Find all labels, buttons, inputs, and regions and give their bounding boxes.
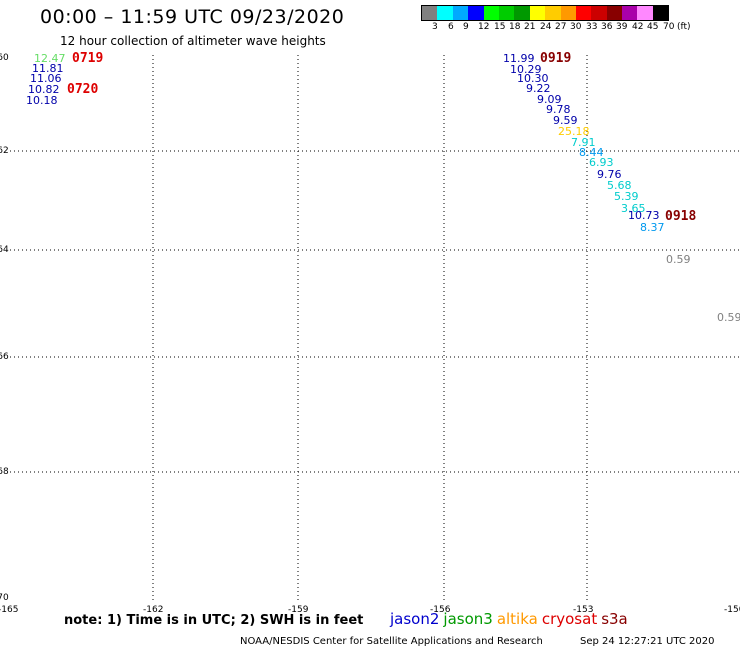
credit-line: NOAA/NESDIS Center for Satellite Applica… (240, 636, 543, 647)
latitude-label: -62 (0, 146, 9, 156)
axis-tick-labels: -60 -62 -64 -66 -68 -70 -165 -162 -159 -156 -153 -1… (0, 53, 740, 615)
color-scale-label: 30 (570, 22, 582, 32)
color-swatch (468, 6, 484, 20)
longitude-label: -162 (143, 605, 163, 615)
page-title: 00:00 – 11:59 UTC 09/23/2020 (40, 6, 345, 28)
wave-height-value: 5.68 (607, 179, 632, 192)
color-swatch (437, 6, 453, 20)
color-swatch (529, 6, 546, 20)
satellite-legend-item: jason3 (443, 610, 493, 628)
wave-height-value: 7.91 (571, 136, 596, 149)
longitude-label: -165 (0, 605, 18, 615)
satellite-legend-item: cryosat (541, 610, 598, 628)
wave-height-value: 10.18 (26, 94, 58, 107)
wave-height-value: 3.65 (621, 202, 646, 215)
color-swatch (422, 6, 438, 20)
wave-height-value: 9.09 (537, 93, 562, 106)
wave-height-value: 6.93 (589, 156, 614, 169)
wave-height-value: 10.29 (510, 63, 542, 76)
color-scale-label: 6 (448, 22, 454, 32)
pass-time-label: 0918 (665, 209, 696, 224)
color-swatch (498, 6, 515, 20)
color-swatch (560, 6, 576, 20)
wave-height-value: 25.18 (558, 125, 590, 138)
wave-height-value: 11.81 (32, 62, 64, 75)
color-scale-label: 36 (601, 22, 613, 32)
page-subtitle: 12 hour collection of altimeter wave hei… (60, 34, 326, 48)
wave-height-value: 9.78 (546, 103, 571, 116)
color-swatch (637, 6, 653, 20)
satellite-legend: jason2 jason3 altika cryosat s3a (390, 610, 632, 628)
longitude-label: -153 (573, 605, 593, 615)
pass-time-label: 0719 (72, 51, 103, 66)
longitude-label: -150 (724, 605, 740, 615)
color-scale-label: 24 (540, 22, 552, 32)
satellite-legend-item: altika (496, 610, 538, 628)
wave-height-value: 9.59 (553, 114, 578, 127)
wave-height-value: 10.30 (517, 72, 549, 85)
wave-height-value: 10.82 (28, 83, 60, 96)
color-scale-label: 3 (432, 22, 438, 32)
color-swatch (514, 6, 530, 20)
color-swatch (575, 6, 592, 20)
wave-height-value: 9.22 (526, 82, 551, 95)
wave-height-value: 11.99 (503, 52, 535, 65)
color-scale-bar (421, 5, 670, 21)
color-scale-label: 21 (524, 22, 536, 32)
wave-height-value: 9.76 (597, 168, 622, 181)
wave-height-value: 0.59 (717, 311, 740, 324)
color-scale-label: 12 (478, 22, 490, 32)
color-swatch (652, 6, 669, 20)
latitude-label: -68 (0, 467, 9, 477)
color-swatch (483, 6, 499, 20)
color-scale-label: (ft) (677, 22, 691, 32)
longitude-label: -159 (288, 605, 309, 615)
units-note: note: 1) Time is in UTC; 2) SWH is in fe… (64, 613, 364, 628)
latitude-label: -60 (0, 53, 9, 63)
wave-height-value: 8.37 (640, 221, 665, 234)
color-scale-label: 33 (586, 22, 598, 32)
color-swatch (622, 6, 638, 20)
wave-height-value: 8.44 (579, 146, 604, 159)
color-swatch (545, 6, 561, 20)
color-scale-label: 39 (616, 22, 628, 32)
color-scale-label: 45 (647, 22, 659, 32)
wave-height-value: 11.06 (30, 72, 62, 85)
generated-timestamp: Sep 24 12:27:21 UTC 2020 (580, 636, 715, 647)
color-scale-label: 15 (494, 22, 506, 32)
color-swatch (606, 6, 623, 20)
color-scale-label: 42 (632, 22, 644, 32)
pass-time-label: 0720 (67, 82, 98, 97)
pass-labels: 0719 0720 0919 0918 (67, 51, 696, 224)
wave-height-value: 10.73 (628, 209, 660, 222)
latitude-label: -70 (0, 593, 9, 603)
color-swatch (591, 6, 607, 20)
satellite-legend-item: s3a (601, 610, 628, 628)
wave-height-value: 12.47 (34, 52, 66, 65)
longitude-label: -156 (430, 605, 451, 615)
pass-time-label: 0919 (540, 51, 571, 66)
wave-height-value: 5.39 (614, 190, 639, 203)
color-scale-label: 18 (509, 22, 521, 32)
color-swatch (452, 6, 469, 20)
latitude-label: -64 (0, 245, 9, 255)
color-scale-label: 70 (663, 22, 675, 32)
satellite-legend-item: jason2 (390, 610, 440, 628)
color-scale-label: 9 (463, 22, 469, 32)
color-scale-label: 27 (555, 22, 567, 32)
color-scale-labels: 3 6 9 12 15 18 21 24 27 30 33 36 39 42 45 70 (ft) (421, 22, 740, 34)
wave-height-value: 0.59 (666, 253, 691, 266)
latitude-label: -66 (0, 352, 9, 362)
map-grid (10, 55, 740, 600)
